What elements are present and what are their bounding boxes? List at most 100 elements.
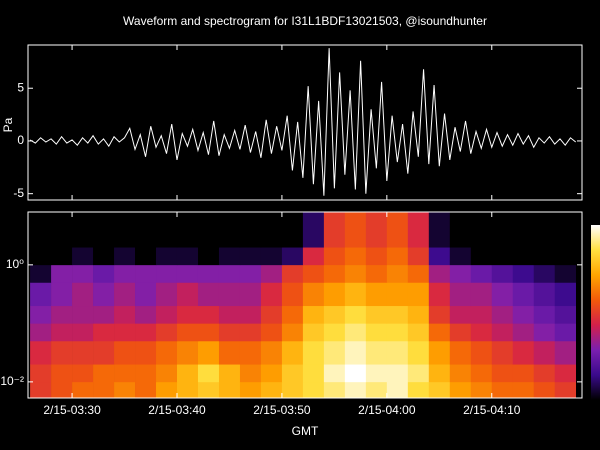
spectrogram-cell xyxy=(281,247,304,266)
spectrogram-cell xyxy=(218,247,241,266)
spectrogram-cell xyxy=(260,247,283,266)
spectrogram-cell xyxy=(512,340,535,365)
spectrogram-cell xyxy=(197,264,220,283)
spectrogram-cell xyxy=(156,247,178,266)
spectrogram-cell xyxy=(176,305,199,324)
spectrogram-cell xyxy=(114,323,136,342)
spectrogram-cell xyxy=(239,264,262,283)
spectrogram-cell xyxy=(428,305,451,324)
spectrogram-cell xyxy=(407,212,430,248)
spectrogram-cell xyxy=(281,212,304,248)
spectrogram-cell xyxy=(135,340,157,365)
spectrogram-cell xyxy=(386,212,409,248)
spectrogram-cell xyxy=(260,305,283,324)
spectrogram-cell xyxy=(114,381,136,399)
spectrogram-cell xyxy=(93,212,115,248)
spectrogram-cell xyxy=(239,247,262,266)
spectrogram-cell xyxy=(197,282,220,307)
spectrogram-cell xyxy=(428,381,451,399)
spectrogram-cell xyxy=(302,381,325,399)
spectrogram-cell xyxy=(449,340,472,365)
spectrogram-cell xyxy=(281,364,304,383)
spectrogram-cell xyxy=(30,247,52,266)
spectrogram-cell xyxy=(176,264,199,283)
spectrogram-cell xyxy=(449,305,472,324)
plot-frame xyxy=(27,211,583,399)
spectrogram-cell xyxy=(533,247,556,266)
spectrogram-cell xyxy=(218,282,241,307)
spectrogram-cell xyxy=(428,323,451,342)
spectrogram-cell xyxy=(386,305,409,324)
spectrogram-cell xyxy=(114,212,136,248)
spectrogram-cell xyxy=(470,282,493,307)
spectrogram-cell xyxy=(491,364,514,383)
spectrogram-cell xyxy=(30,212,52,248)
spectrogram-cell xyxy=(218,323,241,342)
spectrogram-cell xyxy=(176,282,199,307)
spectrogram-cell xyxy=(344,364,367,383)
spectrogram-cell xyxy=(344,247,367,266)
spectrogram-cell xyxy=(365,381,388,399)
spectrogram-cell xyxy=(260,212,283,248)
spectrogram-cell xyxy=(428,364,451,383)
spectrogram-cell xyxy=(407,305,430,324)
spectrogram-cell xyxy=(365,264,388,283)
spectrogram-cell xyxy=(239,323,262,342)
spectrogram-cell xyxy=(512,212,535,248)
spectrogram-cell xyxy=(260,364,283,383)
spectrogram-cell xyxy=(344,305,367,324)
spectrogram-cell xyxy=(260,381,283,399)
spectrogram-cell xyxy=(176,340,199,365)
spectrogram-cell xyxy=(135,305,157,324)
spectrogram-cell xyxy=(72,364,94,383)
y-tick-label: 10⁻² xyxy=(0,374,24,388)
x-tick-label: 2/15-04:00 xyxy=(358,403,416,417)
spectrogram-cell xyxy=(470,323,493,342)
spectrogram-cell xyxy=(470,340,493,365)
spectrogram-cell xyxy=(218,305,241,324)
spectrogram-cell xyxy=(302,305,325,324)
spectrogram-cell xyxy=(533,264,556,283)
spectrogram-cell xyxy=(93,305,115,324)
spectrogram-cell xyxy=(344,323,367,342)
spectrogram-cell xyxy=(344,212,367,248)
spectrogram-cell xyxy=(135,247,157,266)
spectrogram-cell xyxy=(344,340,367,365)
spectrogram-cell xyxy=(512,305,535,324)
spectrogram-cell xyxy=(449,247,472,266)
spectrogram-cell xyxy=(407,282,430,307)
spectrogram-cell xyxy=(302,212,325,248)
spectrogram-cell xyxy=(491,264,514,283)
spectrogram-cell xyxy=(51,364,73,383)
x-axis-label: GMT xyxy=(292,424,319,438)
spectrogram-cell xyxy=(135,323,157,342)
spectrogram-cell xyxy=(51,381,73,399)
spectrogram-cell xyxy=(386,282,409,307)
spectrogram-cell xyxy=(386,364,409,383)
spectrogram-cell xyxy=(176,247,199,266)
spectrogram-cell xyxy=(365,340,388,365)
spectrogram-cell xyxy=(386,340,409,365)
spectrogram-cell xyxy=(30,323,52,342)
spectrogram-cell xyxy=(449,381,472,399)
spectrogram-cell xyxy=(281,282,304,307)
colorbar xyxy=(591,225,600,400)
spectrogram-cell xyxy=(260,340,283,365)
spectrogram-cell xyxy=(30,364,52,383)
spectrogram-cell xyxy=(491,340,514,365)
spectrogram-cell xyxy=(386,247,409,266)
spectrogram-cell xyxy=(281,305,304,324)
spectrogram-cell xyxy=(302,264,325,283)
spectrogram-cell xyxy=(470,364,493,383)
spectrogram-cell xyxy=(323,212,346,248)
spectrogram-cell xyxy=(135,381,157,399)
spectrogram-cell xyxy=(135,364,157,383)
spectrogram-cell xyxy=(533,212,556,248)
spectrogram-cell xyxy=(512,364,535,383)
spectrogram-cell xyxy=(323,305,346,324)
spectrogram-cell xyxy=(51,323,73,342)
spectrogram-cell xyxy=(93,340,115,365)
spectrogram-cell xyxy=(386,323,409,342)
spectrogram-cell xyxy=(407,381,430,399)
